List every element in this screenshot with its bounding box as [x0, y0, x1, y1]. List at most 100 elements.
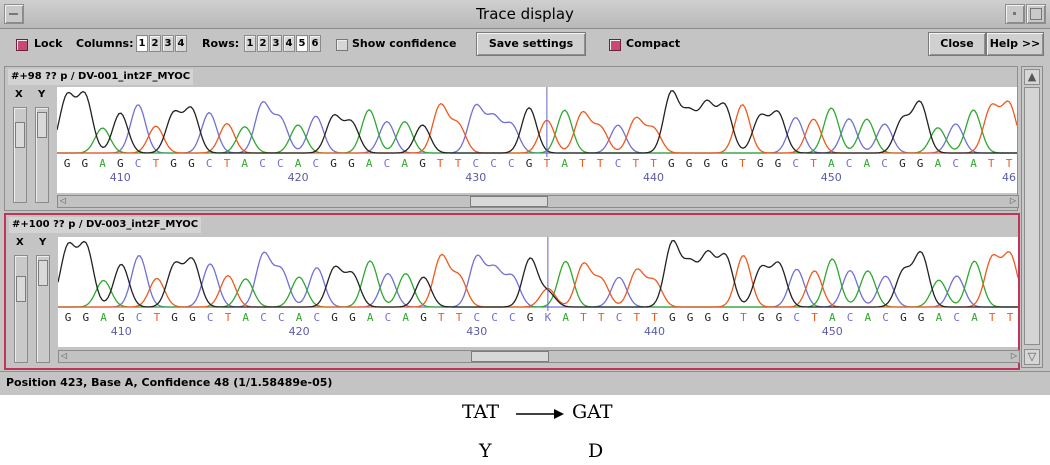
- x-zoom-knob[interactable]: [16, 276, 26, 302]
- x-zoom-slider[interactable]: [14, 255, 28, 363]
- base-call: G: [686, 157, 693, 170]
- columns-option-2[interactable]: 2: [149, 35, 161, 52]
- help-button[interactable]: Help >>: [986, 32, 1044, 56]
- base-call: A: [970, 157, 977, 170]
- base-call: C: [207, 311, 214, 324]
- scroll-left-arrow[interactable]: ◁: [60, 196, 67, 205]
- base-call: T: [597, 157, 604, 170]
- position-label: 440: [644, 325, 665, 338]
- trace-line-G: [57, 90, 1017, 154]
- base-call: G: [704, 311, 711, 324]
- base-call: A: [828, 157, 835, 170]
- base-call: G: [776, 311, 783, 324]
- scrollbar-thumb[interactable]: [471, 351, 549, 362]
- x-zoom-label: X: [16, 237, 24, 248]
- title-bar: Trace display: [0, 0, 1050, 29]
- base-call: T: [456, 311, 463, 324]
- base-call: T: [153, 157, 160, 170]
- base-call: A: [401, 157, 408, 170]
- horizontal-scrollbar[interactable]: ◁ ▷: [58, 350, 1020, 363]
- rows-option-4[interactable]: 4: [283, 35, 295, 52]
- base-call: T: [651, 311, 658, 324]
- base-call: G: [117, 157, 124, 170]
- show-confidence-checkbox[interactable]: [336, 39, 348, 51]
- y-zoom-knob[interactable]: [38, 260, 48, 286]
- x-zoom-slider[interactable]: [13, 107, 27, 203]
- base-call: A: [863, 157, 870, 170]
- base-call: G: [118, 311, 125, 324]
- lock-label: Lock: [34, 37, 63, 50]
- window-title: Trace display: [476, 5, 574, 23]
- save-settings-button[interactable]: Save settings: [476, 32, 586, 56]
- trace-title: #+98 ?? p / DV-001_int2F_MYOC: [8, 69, 194, 85]
- base-call: A: [242, 311, 249, 324]
- base-call: C: [206, 157, 213, 170]
- maximize-button[interactable]: [1026, 4, 1046, 24]
- base-call: T: [455, 157, 462, 170]
- scroll-left-arrow[interactable]: ◁: [61, 351, 68, 360]
- compact-checkbox[interactable]: [609, 39, 621, 51]
- base-call: T: [225, 311, 232, 324]
- base-call: A: [971, 311, 978, 324]
- scroll-up-arrow[interactable]: ▲: [1024, 69, 1040, 85]
- position-label: 430: [465, 171, 486, 184]
- scrollbar-thumb[interactable]: [470, 196, 548, 207]
- vertical-scrollbar[interactable]: ▲ ▽: [1021, 66, 1043, 368]
- original-amino-acid: Y: [479, 440, 492, 462]
- window-menu-button[interactable]: [4, 4, 24, 24]
- y-zoom-slider[interactable]: [36, 255, 50, 363]
- x-zoom-knob[interactable]: [15, 122, 25, 148]
- minimize-button[interactable]: [1005, 4, 1025, 24]
- base-call: T: [598, 311, 605, 324]
- base-call: A: [561, 157, 568, 170]
- base-call: C: [793, 311, 800, 324]
- rows-option-3[interactable]: 3: [270, 35, 282, 52]
- base-call: G: [917, 157, 924, 170]
- base-call: A: [864, 311, 871, 324]
- horizontal-scrollbar[interactable]: ◁ ▷: [57, 195, 1019, 208]
- base-call: G: [331, 311, 338, 324]
- columns-option-3[interactable]: 3: [162, 35, 174, 52]
- base-call: C: [278, 311, 285, 324]
- position-label: 420: [289, 325, 310, 338]
- base-call: A: [241, 157, 248, 170]
- base-call: G: [722, 311, 729, 324]
- status-bar: Position 423, Base A, Confidence 48 (1/1…: [0, 371, 1050, 394]
- columns-option-4[interactable]: 4: [175, 35, 187, 52]
- base-call: T: [1006, 157, 1013, 170]
- rows-option-6[interactable]: 6: [309, 35, 321, 52]
- base-call: G: [420, 311, 427, 324]
- columns-option-1[interactable]: 1: [136, 35, 148, 52]
- rows-option-2[interactable]: 2: [257, 35, 269, 52]
- rows-option-1[interactable]: 1: [244, 35, 256, 52]
- y-zoom-knob[interactable]: [37, 112, 47, 138]
- vertical-scrollbar-thumb[interactable]: [1024, 87, 1040, 345]
- base-call: T: [438, 311, 445, 324]
- base-call: T: [810, 157, 817, 170]
- rows-label: Rows:: [202, 37, 240, 50]
- base-call: C: [277, 157, 284, 170]
- base-call: C: [881, 157, 888, 170]
- y-zoom-slider[interactable]: [35, 107, 49, 203]
- base-call: T: [739, 157, 746, 170]
- scroll-right-arrow[interactable]: ▷: [1010, 351, 1017, 360]
- base-call: A: [402, 311, 409, 324]
- scroll-down-arrow[interactable]: ▽: [1024, 349, 1040, 365]
- scroll-right-arrow[interactable]: ▷: [1009, 196, 1016, 205]
- compact-label: Compact: [626, 37, 681, 50]
- base-call: C: [509, 311, 516, 324]
- base-call: C: [384, 157, 391, 170]
- base-call: G: [527, 311, 534, 324]
- rows-option-5[interactable]: 5: [296, 35, 308, 52]
- close-button[interactable]: Close: [928, 32, 986, 56]
- lock-checkbox[interactable]: [16, 39, 28, 51]
- base-call: A: [366, 157, 373, 170]
- base-call: T: [437, 157, 444, 170]
